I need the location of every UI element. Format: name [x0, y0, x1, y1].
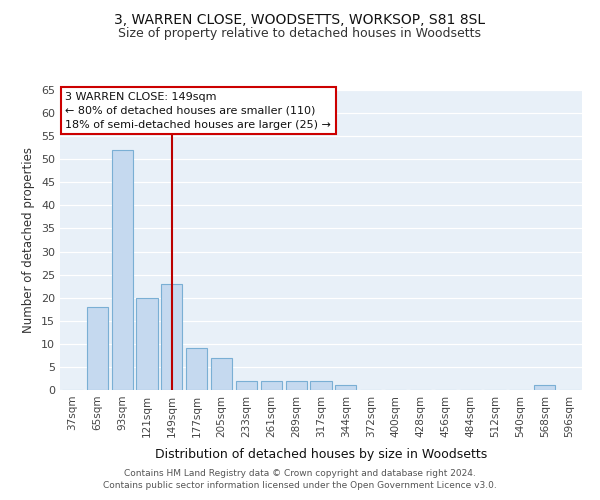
- X-axis label: Distribution of detached houses by size in Woodsetts: Distribution of detached houses by size …: [155, 448, 487, 461]
- Bar: [87, 307, 108, 390]
- Text: 3, WARREN CLOSE, WOODSETTS, WORKSOP, S81 8SL: 3, WARREN CLOSE, WOODSETTS, WORKSOP, S81…: [115, 12, 485, 26]
- Y-axis label: Number of detached properties: Number of detached properties: [22, 147, 35, 333]
- Bar: [211, 358, 232, 390]
- Bar: [186, 348, 207, 390]
- Bar: [161, 284, 182, 390]
- Bar: [112, 150, 133, 390]
- Bar: [236, 381, 257, 390]
- Text: Contains public sector information licensed under the Open Government Licence v3: Contains public sector information licen…: [103, 481, 497, 490]
- Bar: [310, 381, 332, 390]
- Bar: [286, 381, 307, 390]
- Bar: [335, 386, 356, 390]
- Bar: [534, 386, 555, 390]
- Bar: [261, 381, 282, 390]
- Text: 3 WARREN CLOSE: 149sqm
← 80% of detached houses are smaller (110)
18% of semi-de: 3 WARREN CLOSE: 149sqm ← 80% of detached…: [65, 92, 331, 130]
- Bar: [136, 298, 158, 390]
- Text: Size of property relative to detached houses in Woodsetts: Size of property relative to detached ho…: [119, 28, 482, 40]
- Text: Contains HM Land Registry data © Crown copyright and database right 2024.: Contains HM Land Registry data © Crown c…: [124, 468, 476, 477]
